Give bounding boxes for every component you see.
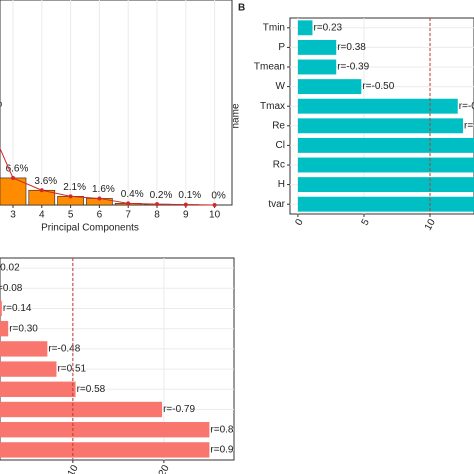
bar-label: r=0.30	[9, 323, 38, 334]
panel-hbar: r=0.02 r=0.08 r=0.14 r=0.30 r=-0.48 r=0.51 r=0…	[0, 257, 239, 474]
value-label: 6.6%	[6, 164, 29, 175]
bar-label: r=	[464, 120, 473, 131]
value-label: 2.1%	[63, 182, 86, 193]
x-tick-label: 3	[10, 210, 16, 221]
value-label: 0.2%	[150, 190, 173, 201]
x-tick-label: 9	[183, 210, 189, 221]
bar	[297, 177, 474, 193]
bar	[297, 59, 337, 75]
bar	[0, 321, 9, 337]
y-tick-label: W	[276, 81, 286, 92]
x-tick-label: 10	[423, 217, 438, 233]
bar	[297, 39, 337, 55]
bar	[297, 79, 362, 95]
point	[126, 201, 131, 206]
x-tick-label: 0	[294, 217, 307, 228]
bar-label: r=0.08	[0, 283, 23, 294]
bar-label: r=0.14	[3, 303, 32, 314]
point	[183, 202, 188, 207]
plot-inner: r=0.02 r=0.08 r=0.14 r=0.30 r=-0.48 r=0.51 r=0…	[0, 258, 239, 460]
value-label: 0%	[211, 191, 226, 202]
bar	[297, 20, 313, 36]
value-label: 0.4%	[121, 189, 144, 200]
y-tick-label: Tmean	[254, 62, 285, 73]
bar	[0, 401, 163, 418]
x-tick-label: 4	[39, 210, 45, 221]
point	[155, 202, 159, 207]
x-tick-label: 6	[97, 210, 103, 221]
value-label: 3.6%	[34, 176, 57, 187]
y-tick-label: Re	[272, 120, 285, 131]
y-tick-label: Rc	[273, 160, 285, 171]
x-tick-label: 5	[360, 217, 373, 228]
bar	[0, 422, 210, 438]
point	[68, 194, 73, 199]
bar	[0, 341, 48, 357]
bar-label: r=0.89	[210, 424, 239, 435]
x-tick-label: 10	[209, 210, 221, 221]
bar	[297, 157, 474, 173]
panel-label: B	[238, 3, 245, 14]
point	[97, 196, 102, 201]
bar	[0, 381, 76, 397]
bar-label: r=0.38	[337, 42, 366, 53]
point	[39, 188, 44, 193]
value-label: 22.5%	[0, 98, 2, 109]
bar	[297, 98, 458, 114]
panel-a: 22.5% 6.6% 3 3.6% 4 2.1% 5 1.6% 6 0.4% 7 0.2% 8 0.1% 9…	[0, 0, 233, 234]
y-tick-label: Cl	[276, 140, 285, 151]
x-tick-label: 7	[125, 210, 131, 221]
bar-label: r=0.02	[0, 263, 20, 274]
y-tick-label: Tmax	[260, 101, 285, 112]
x-tick-label: 10	[66, 463, 81, 474]
bar-label: r=-0.50	[362, 81, 394, 92]
y-axis-title: name	[231, 103, 242, 128]
plot-area	[0, 0, 233, 206]
point	[11, 175, 15, 180]
x-tick-label: 5	[68, 210, 74, 221]
y-tick-label: Tmin	[263, 22, 285, 33]
bar	[0, 361, 57, 377]
bar-label: r=-0.48	[48, 344, 80, 355]
y-tick-label: H	[278, 179, 285, 190]
y-tick-label: P	[278, 42, 285, 53]
panel-hbar: r=0.23 r=0.38 r=-0.39 r=-0.50 r=-0 r= Tmin P Tme…	[231, 3, 474, 233]
bar-label: r=-0	[459, 101, 474, 112]
value-label: 1.6%	[92, 184, 115, 195]
value-label: 0.1%	[178, 190, 201, 201]
bar	[297, 137, 474, 153]
bar-label: r=-0.79	[163, 404, 195, 415]
bar-label: r=0.23	[313, 22, 342, 33]
bar-label: r=0.91	[210, 445, 239, 456]
bar-label: r=0.51	[57, 364, 86, 375]
bar	[297, 118, 464, 134]
x-tick-label: 20	[157, 463, 172, 474]
bar-label: r=0.58	[77, 384, 106, 395]
x-tick-label: 8	[154, 210, 160, 221]
bar	[0, 177, 27, 206]
y-tick-label: tvar	[268, 199, 285, 210]
bar	[0, 300, 2, 317]
plot-inner: r=0.23 r=0.38 r=-0.39 r=-0.50 r=-0 r=	[290, 18, 474, 214]
point	[212, 203, 217, 207]
x-axis-title: Principal Components	[41, 223, 139, 234]
bar	[0, 442, 210, 458]
bar	[297, 196, 474, 212]
bar-label: r=-0.39	[337, 62, 369, 73]
